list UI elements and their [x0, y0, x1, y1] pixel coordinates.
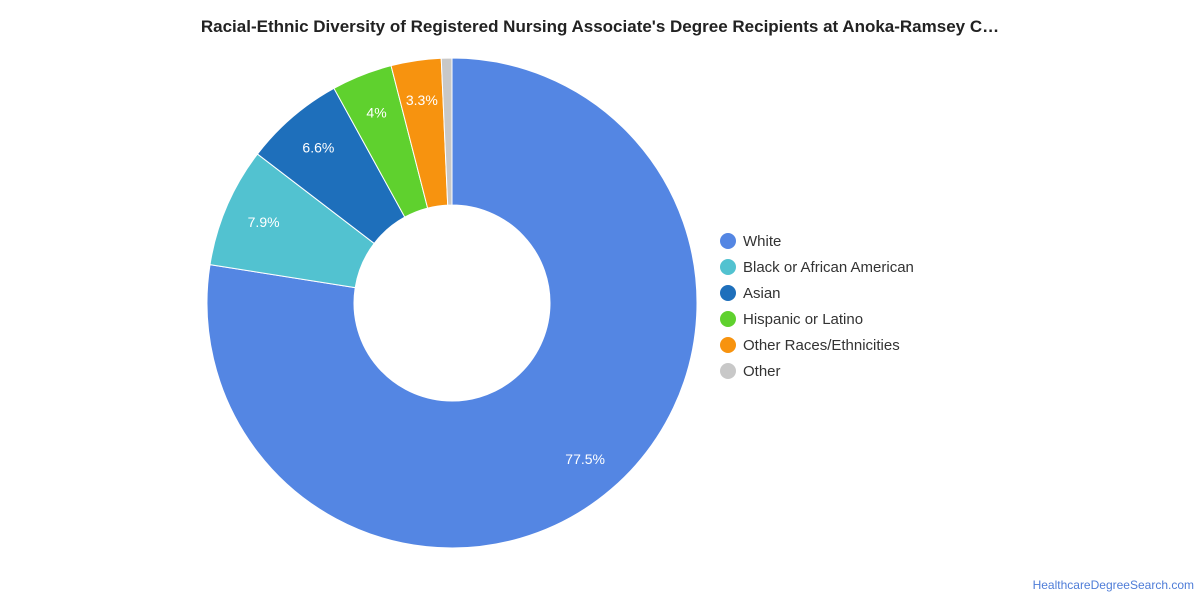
legend-item-other-races-ethnicities[interactable]: Other Races/Ethnicities: [720, 332, 914, 358]
legend-swatch: [720, 233, 736, 249]
slice-label-hispanic-or-latino: 4%: [366, 104, 386, 120]
slice-label-white: 77.5%: [565, 451, 605, 467]
legend-swatch: [720, 311, 736, 327]
slice-label-other-races-ethnicities: 3.3%: [406, 92, 438, 108]
slice-label-black-or-african-american: 7.9%: [248, 214, 280, 230]
legend-label: Other Races/Ethnicities: [743, 336, 900, 354]
legend-swatch: [720, 337, 736, 353]
chart-title: Racial-Ethnic Diversity of Registered Nu…: [200, 17, 1000, 36]
slice-white[interactable]: [206, 57, 698, 549]
legend-swatch: [720, 259, 736, 275]
legend-item-asian[interactable]: Asian: [720, 280, 914, 306]
chart-legend: White Black or African American Asian Hispa…: [720, 228, 914, 384]
legend-item-other[interactable]: Other: [720, 358, 914, 384]
legend-label: Other: [743, 362, 781, 380]
legend-label: Asian: [743, 284, 781, 302]
legend-item-hispanic-or-latino[interactable]: Hispanic or Latino: [720, 306, 914, 332]
legend-label: Hispanic or Latino: [743, 310, 864, 328]
legend-swatch: [720, 363, 736, 379]
legend-label: Black or African American: [743, 258, 914, 276]
legend-label: White: [743, 232, 782, 250]
slice-other[interactable]: [440, 57, 453, 206]
source-link[interactable]: HealthcareDegreeSearch.com: [1032, 578, 1194, 592]
legend-swatch: [720, 285, 736, 301]
legend-item-white[interactable]: White: [720, 228, 914, 254]
slice-label-asian: 6.6%: [302, 140, 334, 156]
legend-item-black-or-african-american[interactable]: Black or African American: [720, 254, 914, 280]
